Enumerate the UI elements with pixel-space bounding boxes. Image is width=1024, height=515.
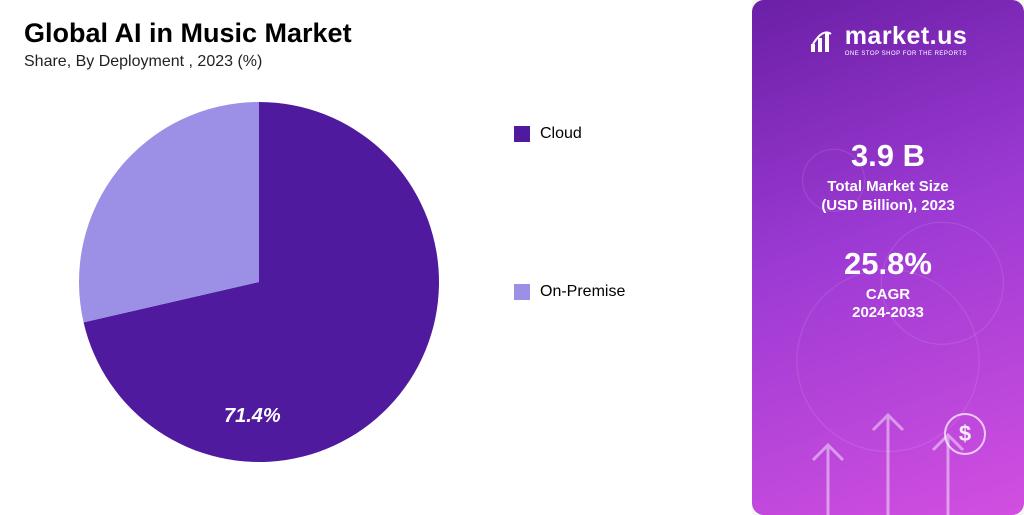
pie-chart-area: 71.4% Cloud On-Premise: [24, 87, 728, 487]
legend-item: On-Premise: [514, 283, 625, 301]
legend-swatch: [514, 126, 530, 142]
legend-item: Cloud: [514, 125, 625, 143]
stat-label: CAGR 2024-2033: [844, 286, 932, 324]
brand-icon: [809, 26, 837, 54]
brand-logo: market.us ONE STOP SHOP FOR THE REPORTS: [809, 22, 968, 58]
brand-name: market.us: [845, 22, 968, 51]
stat-value: 3.9 B: [821, 138, 954, 174]
legend-label: On-Premise: [540, 283, 625, 301]
stat-cagr: 25.8% CAGR 2024-2033: [844, 246, 932, 324]
pie-percent-label: 71.4%: [224, 405, 281, 428]
chart-panel: Global AI in Music Market Share, By Depl…: [0, 0, 752, 515]
stat-label: Total Market Size (USD Billion), 2023: [821, 178, 954, 216]
brand-tagline: ONE STOP SHOP FOR THE REPORTS: [845, 51, 968, 58]
dollar-icon: $: [944, 413, 986, 455]
legend-label: Cloud: [540, 125, 582, 143]
chart-subtitle: Share, By Deployment , 2023 (%): [24, 53, 728, 71]
stats-sidebar: market.us ONE STOP SHOP FOR THE REPORTS …: [752, 0, 1024, 515]
chart-title: Global AI in Music Market: [24, 18, 728, 49]
legend-swatch: [514, 284, 530, 300]
stat-market-size: 3.9 B Total Market Size (USD Billion), 2…: [821, 138, 954, 216]
legend: Cloud On-Premise: [514, 125, 625, 301]
stat-value: 25.8%: [844, 246, 932, 282]
